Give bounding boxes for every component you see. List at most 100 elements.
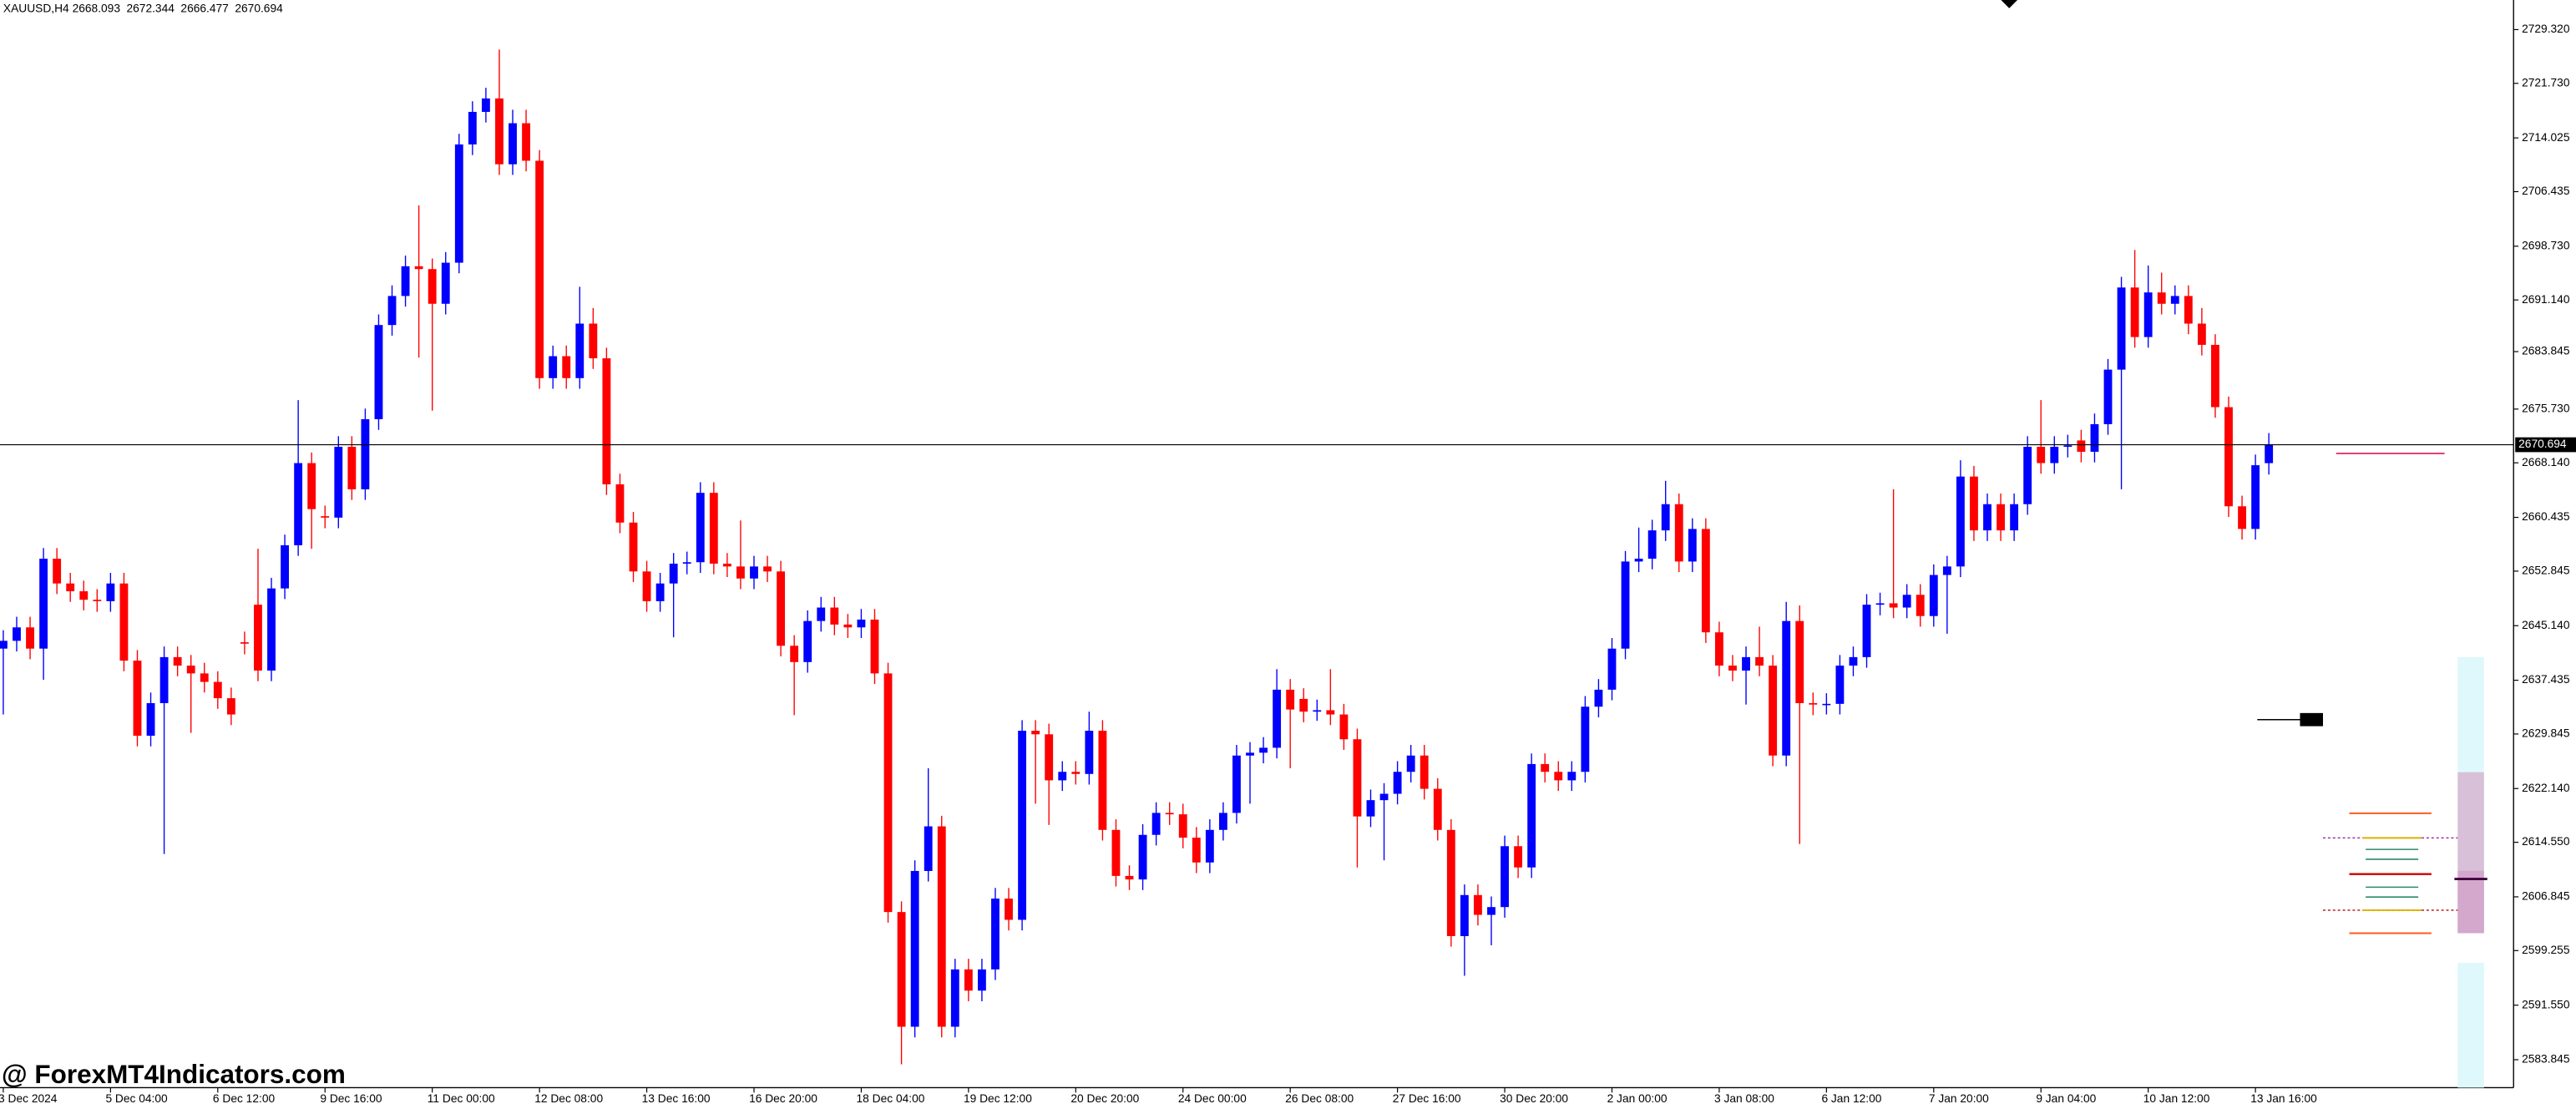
candle-body [294,463,303,545]
y-tick-label: 2629.845 [2522,727,2570,740]
candle-body [924,826,933,871]
candle-body [817,607,826,621]
candle-body [1755,656,1764,666]
candle-body [1045,734,1054,781]
candle-body [1098,731,1107,830]
candle-body [1366,800,1375,817]
candle-body [347,447,357,489]
candle-body [1769,666,1778,756]
candle-body [133,661,142,737]
candle-body [1835,666,1845,704]
candle-body [575,323,585,378]
x-tick-label: 9 Jan 04:00 [2036,1092,2096,1105]
x-tick-label: 12 Dec 08:00 [534,1092,603,1105]
candle-body [495,98,504,165]
current-price-box [2515,437,2576,453]
candle-body [562,356,571,378]
ohlc-close: 2670.694 [235,2,283,14]
candle-body [642,571,651,601]
y-tick-label: 2714.025 [2522,131,2570,144]
candle-body [509,123,517,165]
candle-body [1929,575,1938,616]
candle-body [468,111,477,144]
x-tick-label: 6 Dec 12:00 [213,1092,276,1105]
candle-body [53,559,62,584]
candle-body [790,646,799,662]
candle-body [1728,666,1737,671]
candle-body [1942,566,1951,575]
y-tick-label: 2622.140 [2522,782,2570,794]
candle-body [2130,287,2139,337]
candle-body [361,418,370,489]
candle-body [26,627,34,649]
candle-body [1902,595,1911,608]
candle-body [2037,447,2046,463]
candle-body [1875,603,1885,605]
candle-body [2050,447,2059,463]
x-tick-label: 19 Dec 12:00 [964,1092,1032,1105]
candle-body [1474,894,1482,915]
candle-body [1151,813,1161,835]
candle-body [1246,752,1254,756]
candle-body [1005,899,1013,920]
candle-body [307,463,316,509]
candle-body [1165,813,1174,815]
candle-body [696,493,705,563]
candle-body [1406,755,1415,772]
x-tick-label: 9 Dec 16:00 [320,1092,382,1105]
candle-body [1634,559,1643,562]
candle-body [1353,739,1362,817]
candle-body [910,870,919,1027]
candle-body [226,698,235,715]
candle-body [1916,595,1925,616]
candle-body [589,323,598,359]
candle-body [1178,814,1187,838]
candle-body [334,447,343,518]
candle-body [13,627,21,641]
candle-body [1970,476,1978,531]
candle-body [1527,763,1536,868]
candle-body [428,269,437,304]
candle-body [1299,698,1308,712]
current-price-label: 2670.694 [2518,438,2567,450]
candle-body [2077,440,2086,452]
marker [2300,712,2324,727]
candle-body [213,681,222,699]
candle-body [803,620,812,662]
candle-body [39,559,48,649]
y-tick-label: 2706.435 [2522,185,2570,197]
candle-body [1138,834,1147,880]
x-tick-label: 27 Dec 16:00 [1393,1092,1461,1105]
y-tick-label: 2729.320 [2522,23,2570,35]
candle-body [1313,710,1322,712]
y-tick-label: 2660.435 [2522,510,2570,523]
candle-body [722,563,731,567]
candle-body [1071,772,1081,774]
candle-body [857,619,866,628]
candle-body [1085,731,1094,774]
candle-body [2143,292,2153,337]
candle-body [119,583,129,661]
candle-body [1822,703,1831,706]
candle-body [281,544,290,589]
candle-body [401,266,410,296]
y-tick-label: 2652.845 [2522,565,2570,577]
x-tick-label: 30 Dec 20:00 [1500,1092,1568,1105]
candle-body [535,160,544,378]
candle-body [321,516,330,518]
candle-body [1446,829,1455,936]
candle-body [1487,907,1495,915]
x-tick-label: 13 Dec 16:00 [642,1092,711,1105]
candle-body [1339,714,1349,740]
candle-body [2063,445,2072,448]
candle-body [522,123,530,161]
candle-body [937,826,946,1027]
candle-body [1581,706,1590,772]
candle-body [549,356,558,378]
x-tick-label: 13 Jan 16:00 [2250,1092,2317,1105]
candle-body [1205,829,1214,863]
x-tick-label: 6 Jan 12:00 [1821,1092,1881,1105]
